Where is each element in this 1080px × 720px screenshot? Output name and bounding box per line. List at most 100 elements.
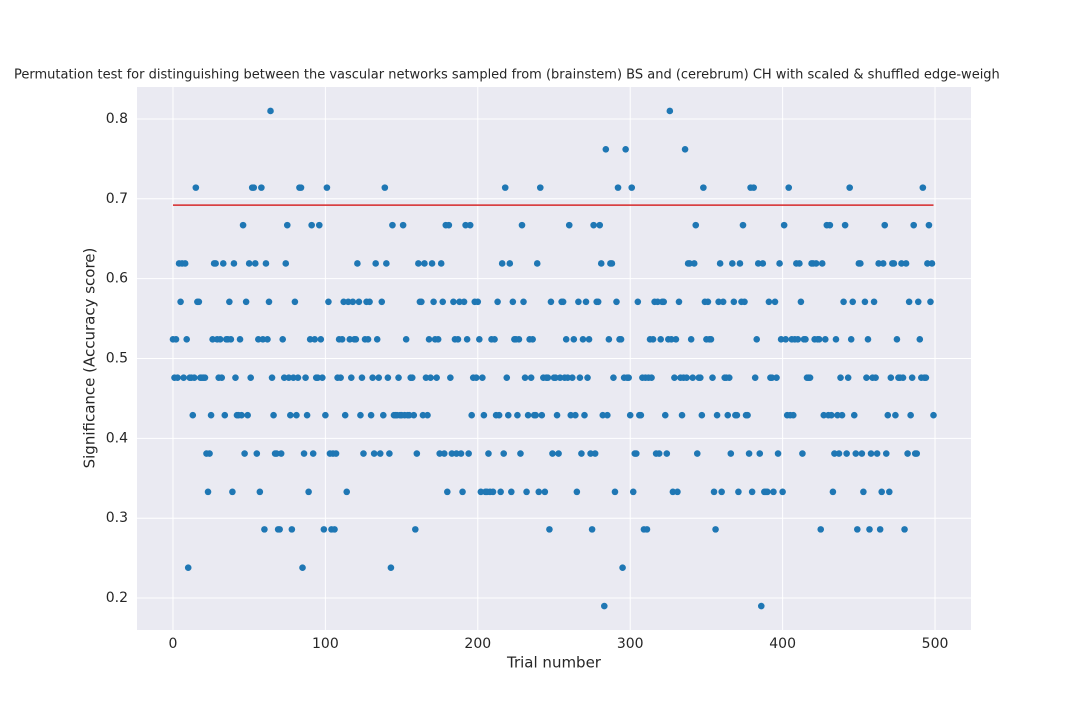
x-tick-label: 0 xyxy=(169,636,178,652)
point xyxy=(546,526,553,533)
point xyxy=(924,260,931,267)
point xyxy=(870,298,878,306)
point xyxy=(718,488,725,496)
point xyxy=(884,411,892,419)
point xyxy=(910,221,917,229)
point xyxy=(553,411,561,419)
point xyxy=(559,298,567,306)
point xyxy=(352,336,360,343)
point xyxy=(276,526,283,533)
point xyxy=(789,411,797,419)
x-tick-label: 200 xyxy=(464,636,491,652)
point xyxy=(799,450,806,457)
point xyxy=(412,526,419,533)
point xyxy=(325,298,332,306)
point xyxy=(812,260,820,267)
point xyxy=(852,450,860,457)
point xyxy=(866,526,873,533)
point xyxy=(460,298,468,306)
point xyxy=(253,450,261,457)
point xyxy=(290,374,297,381)
point xyxy=(739,221,747,229)
point xyxy=(355,298,363,306)
point xyxy=(890,260,898,267)
x-tick-label: 100 xyxy=(312,636,339,652)
point xyxy=(300,450,308,457)
point xyxy=(468,411,475,419)
chart-title: Permutation test for distinguishing betw… xyxy=(14,68,1000,83)
point xyxy=(273,450,280,457)
point xyxy=(794,336,802,343)
point xyxy=(661,411,669,419)
point xyxy=(637,411,645,419)
point xyxy=(498,260,506,267)
point xyxy=(686,260,693,267)
point xyxy=(369,374,376,381)
point xyxy=(384,374,392,381)
point xyxy=(320,526,328,533)
point xyxy=(588,526,596,533)
point xyxy=(841,221,849,229)
x-tick-label: 300 xyxy=(617,636,644,652)
point xyxy=(876,526,884,533)
point xyxy=(337,374,344,381)
point xyxy=(494,298,501,306)
point xyxy=(421,260,428,267)
point xyxy=(660,298,668,306)
point xyxy=(697,374,704,381)
point xyxy=(886,488,893,496)
point xyxy=(437,260,445,267)
point xyxy=(879,260,887,267)
point xyxy=(474,298,482,306)
point xyxy=(294,374,302,381)
point xyxy=(872,374,879,381)
point xyxy=(264,336,271,343)
point xyxy=(360,450,367,457)
y-axis-label: Significance (Accuracy score) xyxy=(81,248,99,469)
point xyxy=(520,298,527,306)
point xyxy=(654,298,661,306)
point xyxy=(427,374,434,381)
point xyxy=(619,564,626,572)
point xyxy=(672,336,680,343)
point xyxy=(893,336,901,343)
point xyxy=(433,374,440,381)
point xyxy=(535,488,543,496)
point xyxy=(521,374,529,381)
point xyxy=(922,374,930,381)
point xyxy=(413,450,421,457)
point xyxy=(556,374,564,381)
point xyxy=(440,450,448,457)
point xyxy=(299,564,306,572)
point xyxy=(495,411,503,419)
point xyxy=(218,374,226,381)
point xyxy=(332,450,340,457)
point xyxy=(280,374,288,381)
point xyxy=(265,298,273,306)
point xyxy=(410,411,418,419)
point xyxy=(565,221,573,229)
point xyxy=(354,260,361,267)
point xyxy=(504,411,512,419)
point xyxy=(585,336,593,343)
point xyxy=(174,374,181,381)
point xyxy=(454,336,462,343)
y-tick-label: 0.3 xyxy=(106,510,128,526)
point xyxy=(500,450,508,457)
point xyxy=(402,336,410,343)
point xyxy=(604,411,611,419)
point xyxy=(914,298,922,306)
point xyxy=(244,411,251,419)
point xyxy=(735,488,742,496)
point xyxy=(358,374,366,381)
point xyxy=(719,298,727,306)
point xyxy=(698,411,706,419)
point xyxy=(221,411,229,419)
point xyxy=(570,336,578,343)
point xyxy=(462,221,469,229)
point xyxy=(238,411,245,419)
point xyxy=(730,298,738,306)
y-tick-label: 0.5 xyxy=(106,351,128,367)
point xyxy=(428,260,436,267)
